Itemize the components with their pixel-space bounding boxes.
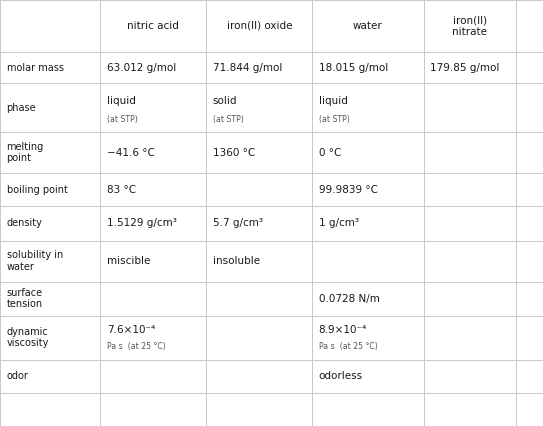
Text: dynamic
viscosity: dynamic viscosity [7, 327, 49, 348]
Text: phase: phase [7, 103, 36, 112]
Bar [100, 241, 206, 282]
Text: molar mass: molar mass [7, 63, 64, 73]
Bar [312, 241, 424, 282]
Text: 1 g/cm³: 1 g/cm³ [319, 218, 359, 228]
Bar [100, 173, 206, 206]
Bar [0, 206, 100, 241]
Text: 63.012 g/mol: 63.012 g/mol [107, 63, 176, 73]
Bar [100, 52, 206, 83]
Text: surface
tension: surface tension [7, 288, 43, 309]
Bar [0, 0, 100, 52]
Bar [424, 0, 516, 52]
Bar [0, 132, 100, 173]
Text: 18.015 g/mol: 18.015 g/mol [319, 63, 388, 73]
Bar [0, 282, 100, 316]
Text: water: water [353, 21, 383, 31]
Bar [206, 173, 312, 206]
Text: 0 °C: 0 °C [319, 147, 341, 158]
Text: solid: solid [213, 96, 237, 106]
Bar [0, 83, 100, 132]
Text: 1360 °C: 1360 °C [213, 147, 255, 158]
Text: (at STP): (at STP) [107, 115, 138, 124]
Bar [206, 132, 312, 173]
Text: 7.6×10⁻⁴: 7.6×10⁻⁴ [107, 325, 155, 335]
Text: 179.85 g/mol: 179.85 g/mol [430, 63, 500, 73]
Text: 83 °C: 83 °C [107, 184, 136, 195]
Text: 71.844 g/mol: 71.844 g/mol [213, 63, 282, 73]
Bar [100, 316, 206, 360]
Bar [206, 83, 312, 132]
Bar [312, 173, 424, 206]
Text: 0.0728 N/m: 0.0728 N/m [319, 294, 380, 304]
Bar [312, 206, 424, 241]
Text: 8.9×10⁻⁴: 8.9×10⁻⁴ [319, 325, 367, 335]
Bar [0, 52, 100, 83]
Bar [100, 282, 206, 316]
Text: Pa s  (at 25 °C): Pa s (at 25 °C) [107, 342, 166, 351]
Bar [206, 360, 312, 393]
Bar [424, 316, 516, 360]
Text: iron(II) oxide: iron(II) oxide [226, 21, 292, 31]
Bar [424, 83, 516, 132]
Text: insoluble: insoluble [213, 256, 260, 266]
Bar [424, 360, 516, 393]
Bar [100, 83, 206, 132]
Bar [312, 83, 424, 132]
Bar [312, 132, 424, 173]
Bar [424, 206, 516, 241]
Text: liquid: liquid [319, 96, 348, 106]
Text: nitric acid: nitric acid [128, 21, 179, 31]
Bar [206, 316, 312, 360]
Bar [424, 52, 516, 83]
Text: liquid: liquid [107, 96, 136, 106]
Bar [100, 0, 206, 52]
Bar [312, 0, 424, 52]
Bar [206, 282, 312, 316]
Text: 99.9839 °C: 99.9839 °C [319, 184, 378, 195]
Bar [206, 52, 312, 83]
Text: odorless: odorless [319, 371, 363, 381]
Text: boiling point: boiling point [7, 184, 67, 195]
Text: odor: odor [7, 371, 28, 381]
Bar [424, 173, 516, 206]
Bar [424, 132, 516, 173]
Bar [100, 132, 206, 173]
Bar [312, 282, 424, 316]
Text: −41.6 °C: −41.6 °C [107, 147, 155, 158]
Bar [100, 206, 206, 241]
Text: 1.5129 g/cm³: 1.5129 g/cm³ [107, 218, 177, 228]
Bar [0, 360, 100, 393]
Bar [100, 360, 206, 393]
Text: 5.7 g/cm³: 5.7 g/cm³ [213, 218, 263, 228]
Bar [424, 282, 516, 316]
Text: (at STP): (at STP) [319, 115, 350, 124]
Bar [206, 241, 312, 282]
Bar [0, 173, 100, 206]
Bar [312, 316, 424, 360]
Text: (at STP): (at STP) [213, 115, 244, 124]
Text: density: density [7, 218, 42, 228]
Bar [206, 0, 312, 52]
Text: melting
point: melting point [7, 142, 44, 163]
Text: miscible: miscible [107, 256, 150, 266]
Bar [312, 52, 424, 83]
Bar [312, 360, 424, 393]
Bar [0, 241, 100, 282]
Text: solubility in
water: solubility in water [7, 250, 63, 272]
Bar [206, 206, 312, 241]
Bar [0, 316, 100, 360]
Text: iron(II)
nitrate: iron(II) nitrate [452, 15, 487, 37]
Bar [424, 241, 516, 282]
Text: Pa s  (at 25 °C): Pa s (at 25 °C) [319, 342, 377, 351]
